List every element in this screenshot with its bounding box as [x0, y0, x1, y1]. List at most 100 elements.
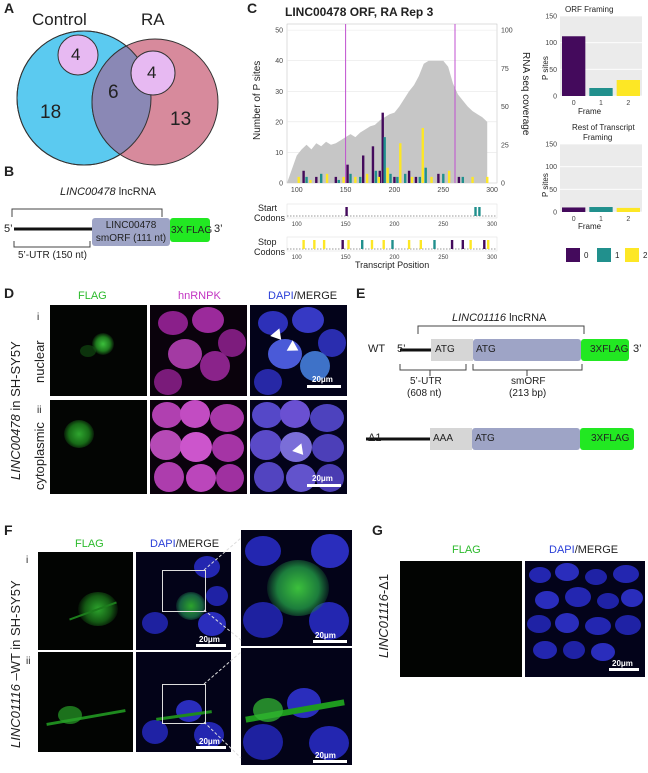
- f-row-ii: ii: [26, 656, 31, 667]
- y2-tick-label: 75: [501, 66, 509, 73]
- d-i-flag-image: [50, 305, 147, 396]
- e-wt-flag: 3XFLAG: [590, 344, 629, 355]
- f-ii-scale-bar: [196, 746, 226, 749]
- d-i-merge-image: 20μm: [250, 305, 347, 396]
- codon-mark-frame-2: [313, 240, 316, 249]
- track-tick-label: 150: [341, 222, 352, 228]
- d-dapi-merge-header: DAPI/MERGE: [268, 290, 338, 302]
- psite-bar-frame-0: [334, 176, 338, 183]
- codon-mark-frame-0: [345, 207, 348, 216]
- c-title: LINC00478 ORF, RA Rep 3: [285, 5, 434, 19]
- codon-mark-frame-2: [487, 240, 490, 249]
- psite-bar-frame-0: [414, 176, 418, 183]
- psite-bar-frame-1: [349, 173, 352, 183]
- panel-b-label: B: [4, 163, 15, 179]
- d-hnrnpk-header: hnRNPK: [178, 290, 221, 302]
- y-tick-label: 0: [279, 181, 283, 188]
- legend-label-1: 1: [615, 251, 620, 260]
- e-atg1: ATG: [435, 344, 455, 355]
- codon-mark-frame-0: [461, 240, 465, 249]
- small-y-tick: 150: [545, 142, 557, 149]
- psite-bar-frame-1: [383, 137, 386, 183]
- ra-inner-count: 4: [147, 63, 157, 82]
- panel-a-label: A: [4, 0, 15, 16]
- stop-codon-track: 100 150 200 250 300: [286, 236, 498, 261]
- psite-bar-frame-2: [486, 176, 489, 183]
- f-i-zoom-scale-text: 20μm: [315, 631, 336, 640]
- f-flag-header: FLAG: [75, 538, 104, 550]
- psite-bar-frame-1: [359, 176, 362, 183]
- e-delta-label: Δ1: [368, 432, 382, 444]
- x-tick-label: 200: [389, 187, 401, 194]
- b-smorf-line2: smORF (111 nt): [95, 233, 167, 244]
- e-wt-smorf-box: [473, 339, 581, 361]
- psite-bar-frame-1: [424, 167, 427, 183]
- b-five-prime: 5’: [4, 223, 13, 235]
- e-aaa: AAA: [433, 433, 454, 444]
- framing-bar-1: [589, 207, 613, 212]
- codon-mark-frame-1: [391, 240, 394, 249]
- psite-bar-frame-0: [381, 112, 384, 183]
- e-smorf-line1: smORF: [511, 376, 546, 387]
- codon-mark-frame-0: [450, 240, 454, 249]
- legend-swatch-0: [566, 248, 580, 262]
- y-tick-label: 10: [275, 150, 283, 157]
- x-tick-label: 100: [291, 187, 303, 194]
- track-tick-label: 200: [389, 255, 400, 261]
- psite-bar-frame-2: [297, 176, 300, 183]
- small-y-tick: 0: [553, 94, 557, 101]
- f-i-scale-bar: [196, 644, 226, 647]
- psite-bar-frame-2: [325, 173, 329, 183]
- g-scale-bar: [609, 668, 639, 671]
- d-ii-scale-text: 20μm: [312, 474, 333, 483]
- f-ii-scale-text: 20μm: [199, 737, 220, 746]
- f-ii-flag-image: [38, 652, 133, 752]
- small-x-tick: 2: [626, 100, 630, 107]
- e-lncrna-label: LINC01116 lncRNA: [452, 312, 547, 324]
- psite-bar-frame-0: [361, 155, 365, 183]
- ra-label: RA: [141, 10, 165, 29]
- psite-bar-frame-2: [377, 176, 381, 183]
- overlap-region: [91, 38, 151, 165]
- b-flag-label: 3X FLAG: [171, 225, 213, 236]
- stop-codons-line1: Stop: [258, 237, 277, 247]
- panel-g-label: G: [372, 522, 383, 538]
- psite-bar-frame-2: [430, 176, 433, 183]
- framing-bar-2: [616, 80, 640, 96]
- e-wt-label: WT: [368, 343, 386, 355]
- track-tick-label: 300: [487, 255, 498, 261]
- e-utr-line1: 5’-UTR: [410, 376, 442, 387]
- small-y-tick: 50: [549, 67, 557, 74]
- e-wt-flag-box: [581, 339, 629, 361]
- track-tick-label: 250: [438, 255, 449, 261]
- ra-only-count: 13: [170, 109, 192, 130]
- orf-framing-title: ORF Framing: [565, 5, 614, 14]
- y-tick-label: 40: [275, 58, 283, 65]
- psite-bar-frame-2: [309, 179, 312, 183]
- f-dapi-merge-header: DAPI/MERGE: [150, 538, 220, 550]
- codon-mark-frame-2: [419, 240, 423, 249]
- legend-label-2: 2: [643, 251, 648, 260]
- y-tick-label: 30: [275, 89, 283, 96]
- framing-bar-2: [616, 207, 640, 212]
- small-y-tick: 100: [545, 164, 557, 171]
- f-ii-zoom-scale-bar: [313, 760, 347, 763]
- small-x-tick: 1: [599, 100, 603, 107]
- codon-mark-frame-2: [382, 240, 385, 249]
- codon-mark-frame-2: [302, 240, 305, 249]
- g-dapi-merge-header: DAPI/MERGE: [549, 544, 619, 556]
- e-delta-atg: ATG: [475, 433, 495, 444]
- start-codon-track: 100 150 200 250 300: [286, 203, 498, 228]
- f-side-label: LINC01116 –WT in SH-SY5Y: [8, 580, 23, 748]
- c-x-label: Transcript Position: [355, 260, 430, 270]
- psite-chart: 0 10 20 30 40 50 0 25 50 75 100 100 150 200 250 300: [275, 23, 513, 194]
- track-tick-label: 200: [389, 222, 400, 228]
- legend-swatch-2: [625, 248, 639, 262]
- b-utr-label: 5’-UTR (150 nt): [18, 250, 87, 261]
- track-tick-label: 150: [341, 255, 352, 261]
- rest-frame-label: Frame: [578, 222, 602, 231]
- e-delta-flag-box: [580, 428, 634, 450]
- b-smorf-line1: LINC00478: [105, 220, 157, 231]
- e-wt-utr-box: [431, 339, 473, 361]
